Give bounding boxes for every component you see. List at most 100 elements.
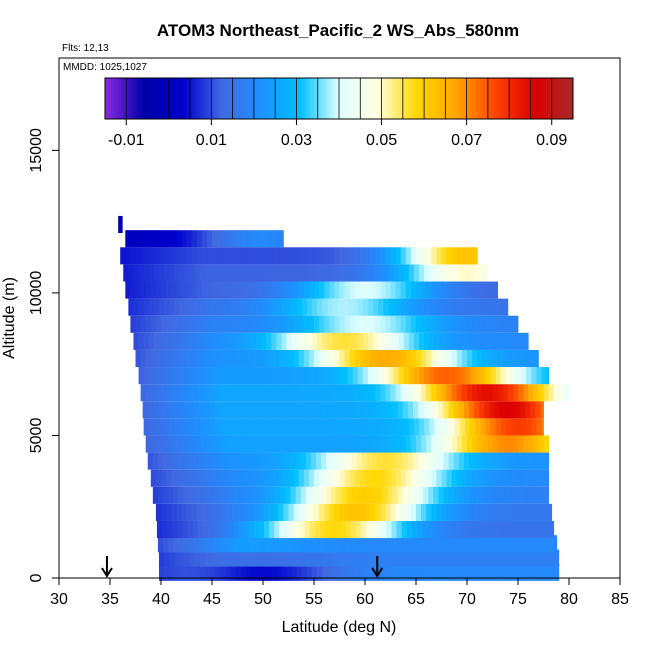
heatmap-cell: [148, 418, 155, 436]
heatmap-cell: [380, 384, 386, 402]
heatmap-cell: [390, 384, 396, 402]
heatmap-cell: [535, 452, 541, 470]
heatmap-cell: [467, 503, 473, 521]
heatmap-cell: [257, 384, 264, 402]
heatmap-cell: [426, 315, 432, 333]
heatmap-cell: [387, 535, 393, 553]
heatmap-cell: [319, 281, 325, 299]
heatmap-cell: [204, 367, 211, 385]
heatmap-cell: [426, 349, 432, 368]
heatmap-cell: [305, 452, 312, 470]
heatmap-cell: [196, 230, 203, 248]
heatmap-cell: [278, 281, 284, 299]
heatmap-cell: [183, 401, 189, 419]
heatmap-cell: [140, 315, 147, 333]
heatmap-cell: [485, 418, 491, 436]
heatmap-cell: [424, 332, 430, 350]
heatmap-cell: [449, 367, 456, 385]
heatmap-cell: [362, 367, 369, 385]
heatmap-cell: [283, 503, 289, 521]
heatmap-cell: [271, 332, 277, 350]
x-axis: 30 35 40 45 50 55 60 65 70 75 80 85: [50, 578, 629, 608]
heatmap-cell: [174, 332, 180, 350]
heatmap-cell: [380, 503, 386, 521]
heatmap-cell: [237, 435, 243, 453]
heatmap-cell: [145, 247, 152, 265]
heatmap-cell: [485, 367, 491, 385]
heatmap-cell: [301, 563, 308, 581]
heatmap-cell: [365, 469, 371, 487]
heatmap-cell: [368, 367, 374, 385]
heatmap-cell: [351, 401, 358, 419]
heatmap-cell: [138, 332, 145, 350]
heatmap-cell: [203, 452, 210, 470]
heatmap-cell: [365, 315, 371, 333]
heatmap-cell: [477, 469, 483, 487]
heatmap-cell: [518, 503, 524, 521]
heatmap-cell: [322, 549, 328, 567]
heatmap-cell: [212, 230, 218, 248]
heatmap-cell: [184, 563, 190, 581]
heatmap-cell: [229, 452, 235, 470]
heatmap-cell: [339, 281, 345, 299]
heatmap-cell: [252, 315, 259, 333]
heatmap-cell: [133, 264, 139, 282]
heatmap-cell: [482, 349, 488, 368]
heatmap-cell: [268, 230, 274, 248]
heatmap-cell: [408, 563, 415, 581]
heatmap-cell: [194, 332, 201, 350]
heatmap-cell: [263, 503, 269, 521]
heatmap-cell: [509, 401, 516, 419]
heatmap-cell: [191, 503, 198, 521]
heatmap-cell: [444, 563, 451, 581]
heatmap-cell: [388, 549, 394, 567]
heatmap-cell: [490, 563, 496, 581]
heatmap-cell: [322, 563, 328, 581]
heatmap-cell: [247, 281, 254, 299]
heatmap-cell: [536, 563, 542, 581]
heatmap-cell: [400, 435, 407, 453]
heatmap-cell: [290, 401, 297, 419]
heatmap-cell: [556, 549, 560, 567]
heatmap-cell: [286, 563, 292, 581]
heatmap-cell: [365, 384, 371, 402]
heatmap-cell: [163, 535, 169, 553]
heatmap-cell: [538, 469, 544, 487]
heatmap-cell: [458, 401, 465, 419]
heatmap-cell: [489, 535, 495, 553]
heatmap-cell: [510, 549, 517, 567]
heatmap-cell: [356, 401, 363, 419]
heatmap-cell: [400, 349, 407, 368]
heatmap-cell: [524, 520, 530, 539]
heatmap-cell: [309, 520, 316, 539]
heatmap-cell: [315, 520, 321, 539]
heatmap-cell: [217, 349, 223, 368]
heatmap-cell: [322, 264, 328, 282]
heatmap-cell: [477, 349, 483, 368]
heatmap-cell: [479, 401, 485, 419]
heatmap-cell: [303, 503, 310, 521]
heatmap-cell: [390, 247, 396, 265]
heatmap-cell: [196, 435, 203, 453]
y-tick-label: 5000: [28, 418, 45, 454]
heatmap-cell: [252, 384, 259, 402]
heatmap-cell: [395, 503, 402, 521]
heatmap-cell: [483, 520, 489, 539]
heatmap-cell: [143, 332, 150, 350]
heatmap-cell: [434, 298, 440, 316]
heatmap-cell: [245, 264, 252, 282]
heatmap-cell: [487, 315, 493, 333]
heatmap-cell: [271, 418, 277, 436]
heatmap-cell: [372, 535, 378, 553]
heatmap-cell: [327, 367, 333, 385]
heatmap-cell: [387, 401, 393, 419]
heatmap-cell: [201, 349, 208, 368]
heatmap-cell: [515, 563, 522, 581]
heatmap-cell: [300, 401, 307, 419]
heatmap-cell: [276, 298, 282, 316]
heatmap-cell: [392, 486, 399, 504]
heatmap-cell: [545, 535, 552, 553]
heatmap-cell: [291, 563, 298, 581]
heatmap-cell: [194, 367, 201, 385]
heatmap-cell: [227, 281, 233, 299]
